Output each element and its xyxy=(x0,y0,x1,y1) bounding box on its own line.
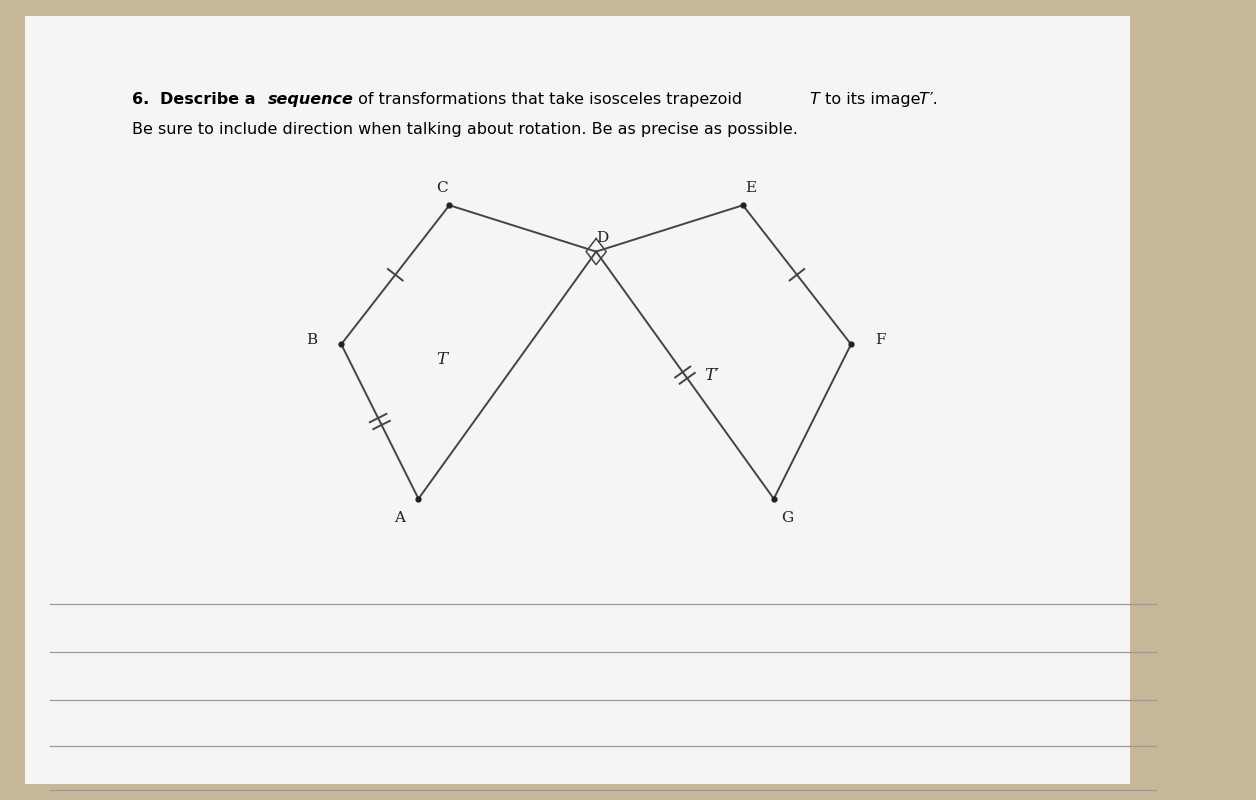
Text: Describe a: Describe a xyxy=(160,92,261,107)
Text: of transformations that take isosceles trapezoid: of transformations that take isosceles t… xyxy=(353,92,747,107)
Text: D: D xyxy=(597,230,608,245)
Text: Be sure to include direction when talking about rotation. Be as precise as possi: Be sure to include direction when talkin… xyxy=(132,122,798,138)
Text: A: A xyxy=(393,511,404,525)
Text: T: T xyxy=(809,92,819,107)
Bar xyxy=(25,16,1130,784)
Text: B: B xyxy=(306,334,318,347)
Text: E: E xyxy=(745,182,756,195)
Text: sequence: sequence xyxy=(268,92,353,107)
Text: F: F xyxy=(875,334,885,347)
Text: to its image: to its image xyxy=(820,92,926,107)
Text: G: G xyxy=(781,511,794,525)
Text: T: T xyxy=(918,92,928,107)
Text: 6.: 6. xyxy=(132,92,154,107)
Text: ′.: ′. xyxy=(929,92,938,107)
Text: T′: T′ xyxy=(705,366,720,384)
Text: T: T xyxy=(436,351,447,368)
Text: C: C xyxy=(436,182,447,195)
